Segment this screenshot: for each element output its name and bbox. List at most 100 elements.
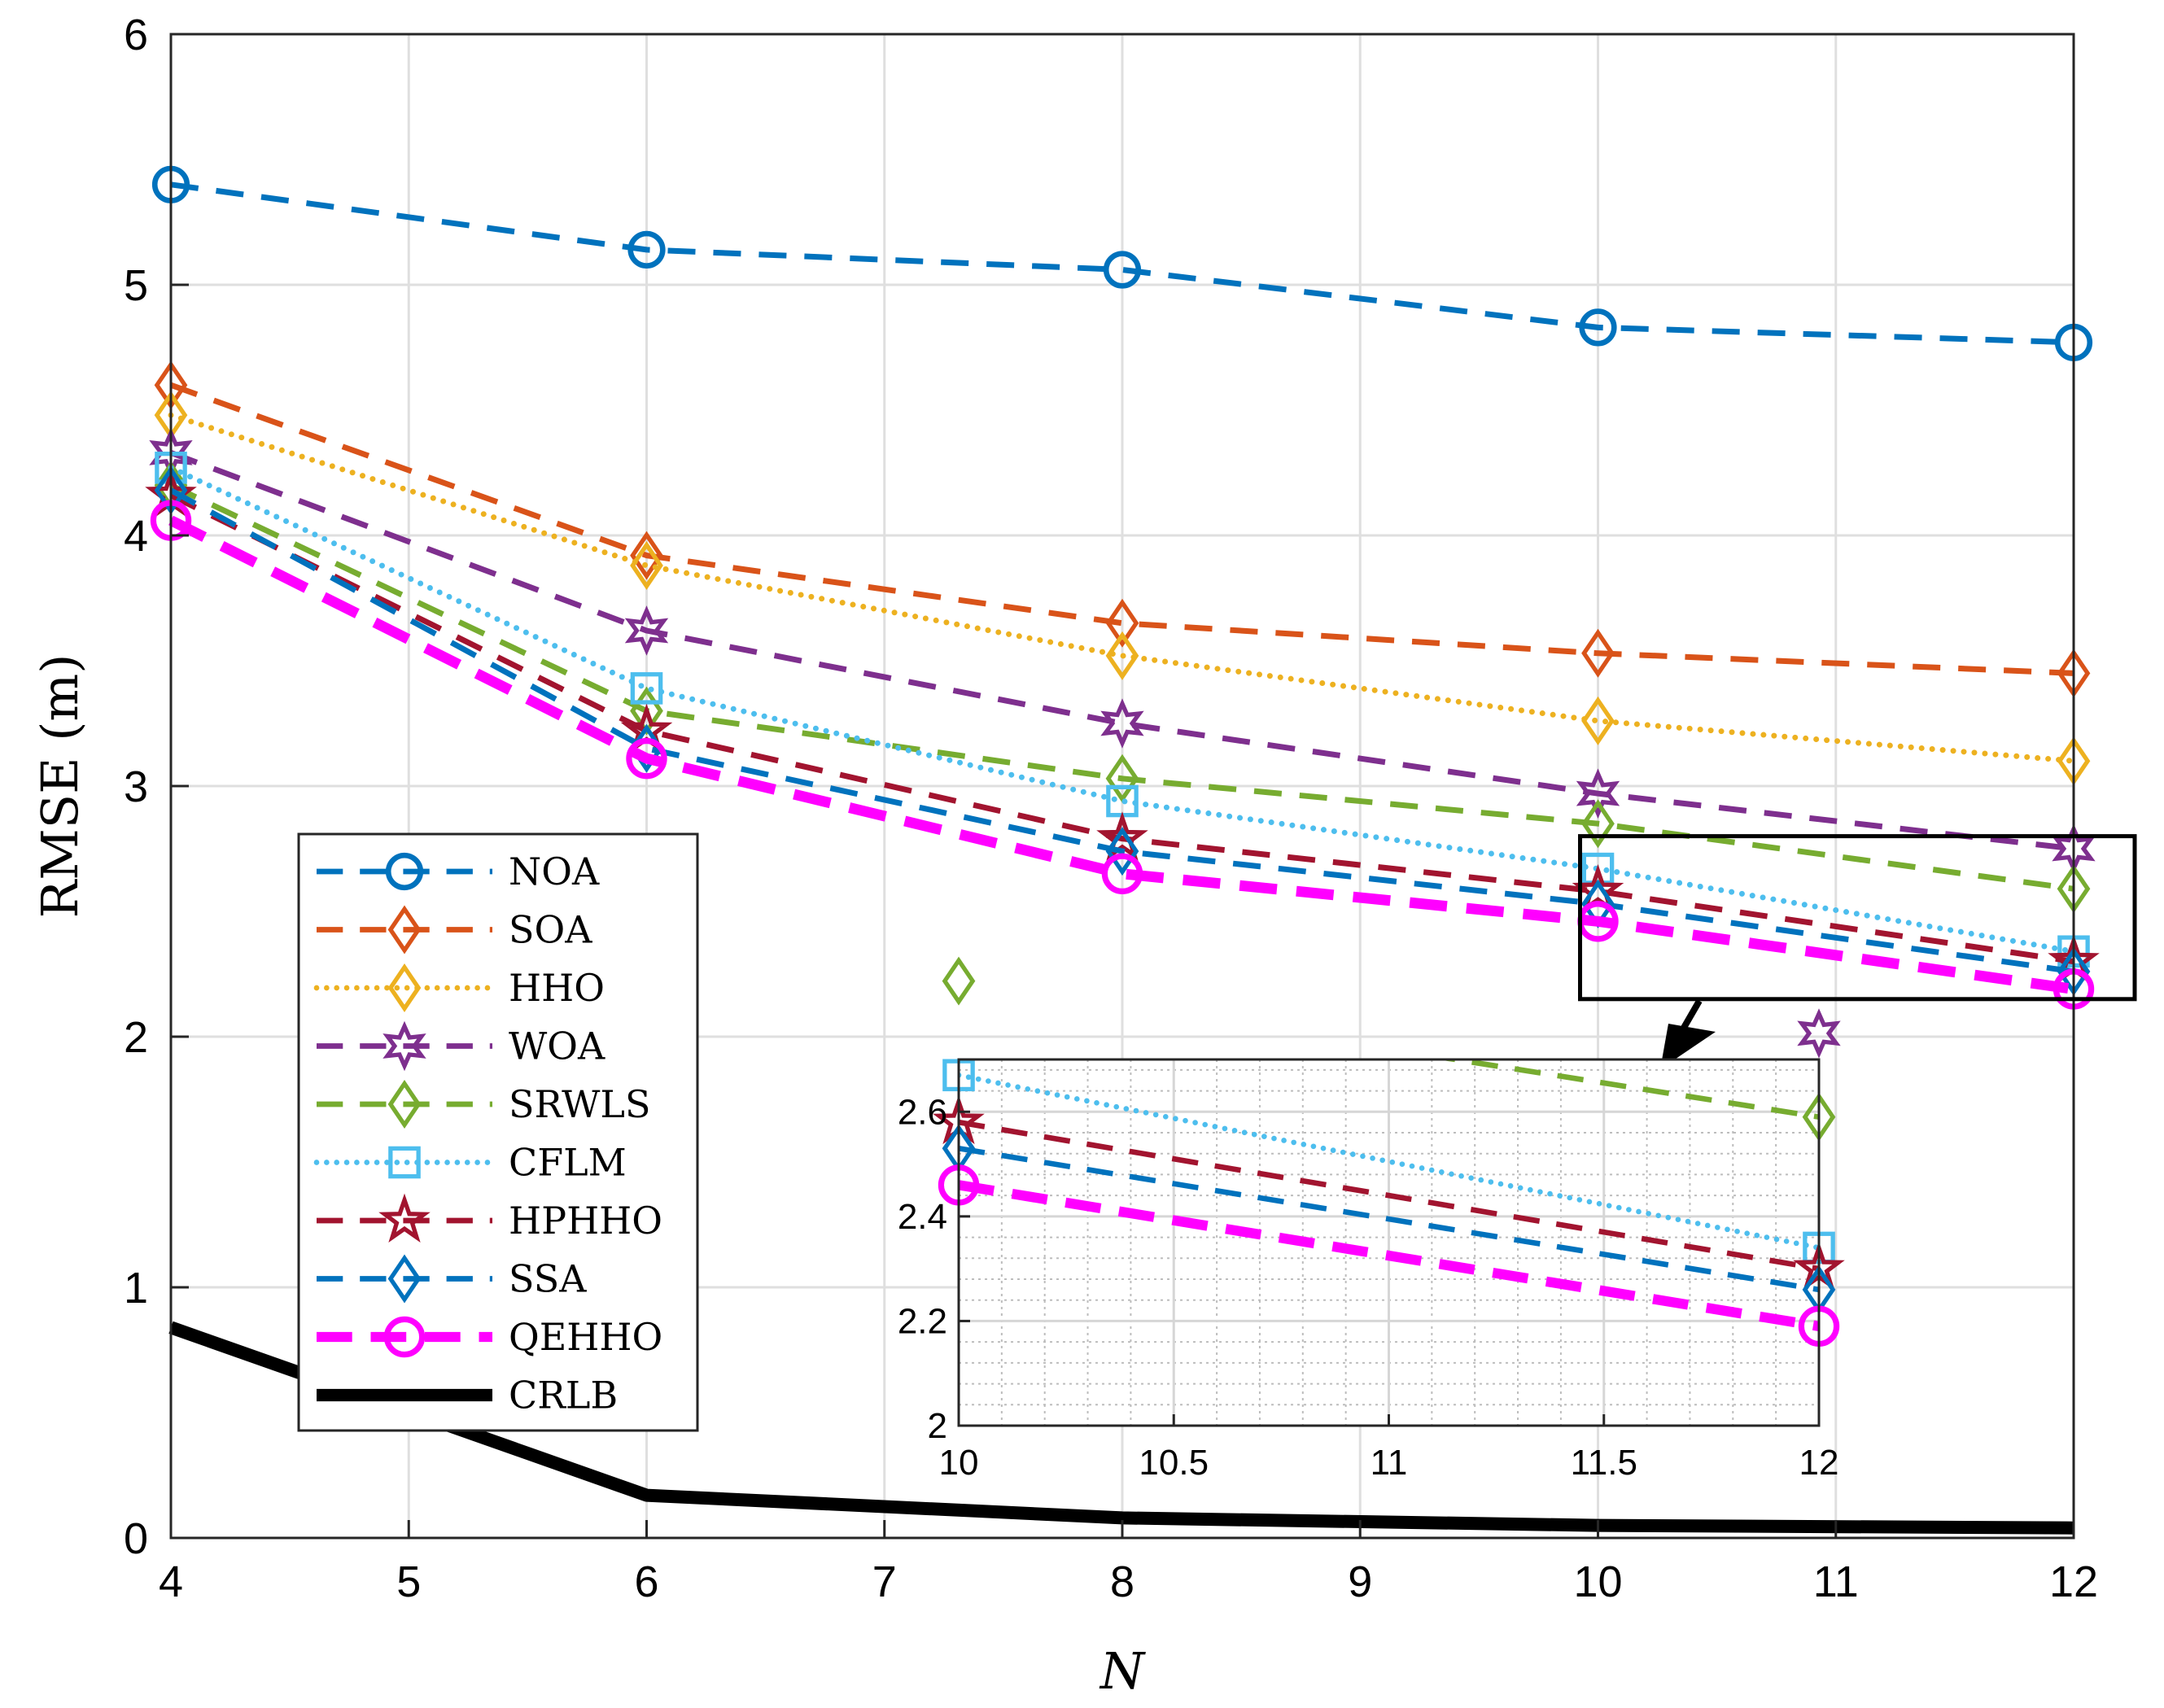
data-point-hho [1105, 631, 1139, 680]
data-point-hho [630, 540, 663, 590]
legend-entry-srwls: SRWLS [317, 1079, 650, 1129]
data-point-woa [624, 605, 669, 656]
inset-line-hphho [959, 1119, 1819, 1272]
data-point-qehho [626, 737, 667, 780]
y-axis-label: RMSE (m) [30, 654, 90, 919]
legend-label-hho: HHO [509, 966, 605, 1010]
legend-entry-hphho: HPHHO [317, 1193, 662, 1243]
legend-marker-soa [387, 905, 422, 954]
data-point-hho [1581, 696, 1615, 745]
inset-series [959, 1059, 1819, 1331]
series-line-hho [168, 412, 2077, 764]
y-tick-label: 4 [124, 512, 148, 561]
y-tick-label: 5 [124, 261, 148, 310]
inset-chart: 10 10.5 11 11.5 12 2 2.2 2.4 2.6 [898, 956, 1845, 1483]
inset-x-tick-label: 11.5 [1571, 1443, 1637, 1483]
inset-y-tick-label: 2.4 [898, 1197, 947, 1237]
x-tick-label: 10 [1573, 1557, 1622, 1606]
x-axis-label: N [1099, 1641, 1147, 1701]
x-tick-label: 12 [2049, 1557, 2098, 1606]
x-tick-label: 8 [1110, 1557, 1134, 1606]
y-tick-label: 2 [124, 1013, 148, 1062]
legend-box [297, 832, 699, 1432]
series-line-qehho [168, 515, 2074, 994]
data-point-noa [1579, 308, 1617, 347]
zoom-indicator [1578, 834, 2137, 1069]
data-point-noa [1103, 251, 1142, 289]
x-tick-label: 11 [1813, 1557, 1859, 1606]
data-point-woa [1576, 768, 1620, 819]
inset-y-tick-label: 2 [928, 1406, 947, 1446]
series-line-cflm [168, 465, 2077, 954]
data-point-soa [630, 531, 663, 580]
legend: NOA SOA HHO WOA SRWLS CFLM HPHHO SSA QEHHO CRLB [297, 832, 699, 1432]
legend-marker-hho [387, 963, 422, 1013]
series-line-noa [170, 181, 2074, 346]
legend-entry-cflm: CFLM [313, 1141, 627, 1185]
inset-line-qehho [959, 1180, 1819, 1331]
series-line-crlb [168, 1321, 2074, 1535]
zoom-arrow-head [1660, 1024, 1716, 1069]
data-point-hphho [1096, 811, 1148, 861]
data-point-woa [1100, 698, 1144, 749]
x-tick-label: 5 [396, 1557, 421, 1606]
x-tick-label: 7 [872, 1557, 897, 1606]
legend-label-qehho: QEHHO [509, 1315, 662, 1359]
legend-marker-hphho [378, 1193, 431, 1243]
data-point-cflm [630, 672, 663, 705]
legend-marker-ssa [387, 1254, 422, 1304]
series-line-woa [169, 450, 2074, 852]
inset-line-ssa [959, 1146, 1819, 1293]
legend-label-srwls: SRWLS [509, 1082, 650, 1126]
legend-entry-ssa: SSA [317, 1254, 587, 1304]
x-tick-label: 9 [1348, 1557, 1372, 1606]
inset-x-tick-label: 12 [1799, 1443, 1839, 1483]
x-tick-label: 6 [634, 1557, 658, 1606]
zoom-box [1578, 834, 2137, 1002]
legend-marker-srwls [387, 1079, 422, 1129]
inset-y-tick-label: 2.2 [898, 1301, 947, 1341]
legend-entry-woa: WOA [317, 1020, 605, 1072]
main-series [145, 165, 2100, 1535]
legend-entry-noa: NOA [317, 850, 600, 893]
data-point-soa [1105, 598, 1139, 648]
series-line-hphho [169, 492, 2074, 965]
data-point-srwls [1581, 799, 1615, 849]
legend-label-cflm: CFLM [509, 1141, 627, 1185]
data-point-soa [1581, 628, 1615, 678]
inset-line-cflm [959, 1072, 1819, 1251]
inset-y-tick-label: 2.6 [898, 1092, 947, 1132]
y-tick-label: 0 [124, 1514, 148, 1563]
y-tick-label: 1 [124, 1264, 148, 1313]
legend-label-soa: SOA [509, 908, 592, 952]
data-point-noa [627, 230, 666, 269]
data-point-hphho [1572, 864, 1624, 914]
legend-label-woa: WOA [509, 1024, 605, 1068]
y-tick-label: 6 [124, 11, 148, 59]
legend-label-ssa: SSA [509, 1257, 587, 1301]
legend-marker-noa [385, 852, 424, 891]
data-point-srwls [1105, 754, 1139, 803]
series-line-soa [169, 382, 2074, 676]
inset-x-tick-label: 11 [1371, 1443, 1408, 1483]
inset-point-woa [1797, 1008, 1841, 1059]
legend-marker-woa [383, 1020, 426, 1072]
legend-label-hphho: HPHHO [509, 1199, 662, 1243]
legend-entry-soa: SOA [317, 905, 592, 954]
x-tick-label: 4 [159, 1557, 183, 1606]
series-line-srwls [169, 483, 2074, 892]
inset-x-tick-label: 10 [939, 1443, 979, 1483]
series-line-ssa [169, 487, 2074, 975]
legend-label-crlb: CRLB [509, 1374, 618, 1418]
legend-entry-hho: HHO [313, 963, 605, 1013]
data-point-qehho [1101, 853, 1143, 895]
legend-entry-qehho: QEHHO [317, 1315, 662, 1359]
legend-entry-crlb: CRLB [317, 1374, 618, 1418]
inset-x-tick-label: 10.5 [1139, 1443, 1209, 1483]
series-crlb [168, 1321, 2074, 1535]
legend-label-noa: NOA [509, 850, 600, 893]
legend-marker-cflm [388, 1146, 421, 1179]
y-tick-label: 3 [124, 762, 148, 811]
